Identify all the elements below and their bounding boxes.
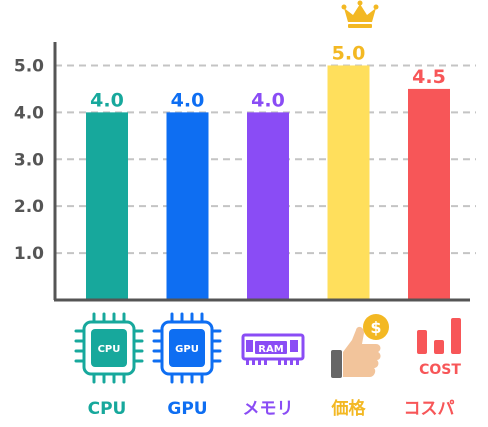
x-tick-label: GPU — [167, 399, 207, 419]
y-tick-label: 5.0 — [14, 56, 44, 76]
svg-text:GPU: GPU — [175, 344, 199, 355]
y-tick-label: 4.0 — [14, 103, 44, 123]
data-label: 4.0 — [90, 89, 124, 111]
x-tick-label: CPU — [88, 399, 127, 419]
category-labels: CPU GPU メモリ 価格 コスパ — [88, 398, 455, 419]
thumbs-up-coin-icon: $ — [331, 314, 389, 378]
bar — [247, 112, 289, 300]
bar — [86, 112, 128, 300]
svg-text:RAM: RAM — [258, 344, 283, 355]
ram-module-icon: RAM — [241, 333, 305, 365]
cpu-chip-icon: CPU — [74, 312, 144, 384]
data-label: 4.5 — [412, 66, 446, 88]
x-tick-label: メモリ — [243, 399, 294, 419]
gpu-chip-icon: GPU — [152, 312, 222, 384]
x-tick-label: 価格 — [331, 398, 367, 419]
bar — [327, 65, 370, 300]
data-label: 4.0 — [171, 89, 205, 111]
data-label: 5.0 — [332, 42, 366, 64]
cost-bars-icon: COST — [417, 318, 461, 378]
y-tick-label: 1.0 — [14, 244, 44, 264]
svg-text:CPU: CPU — [98, 344, 121, 355]
svg-text:$: $ — [370, 318, 381, 337]
svg-text:COST: COST — [419, 362, 461, 378]
bar — [408, 88, 450, 300]
y-tick-label: 2.0 — [14, 197, 44, 217]
bars — [86, 65, 450, 300]
x-tick-label: コスパ — [404, 399, 455, 419]
y-tick-label: 3.0 — [14, 150, 44, 170]
y-axis-ticks: 1.0 2.0 3.0 4.0 5.0 — [14, 56, 44, 264]
crown-icon — [341, 0, 379, 28]
data-label: 4.0 — [251, 89, 285, 111]
value-labels: 4.0 4.0 4.0 5.0 4.5 — [90, 42, 446, 111]
bar — [166, 112, 209, 300]
